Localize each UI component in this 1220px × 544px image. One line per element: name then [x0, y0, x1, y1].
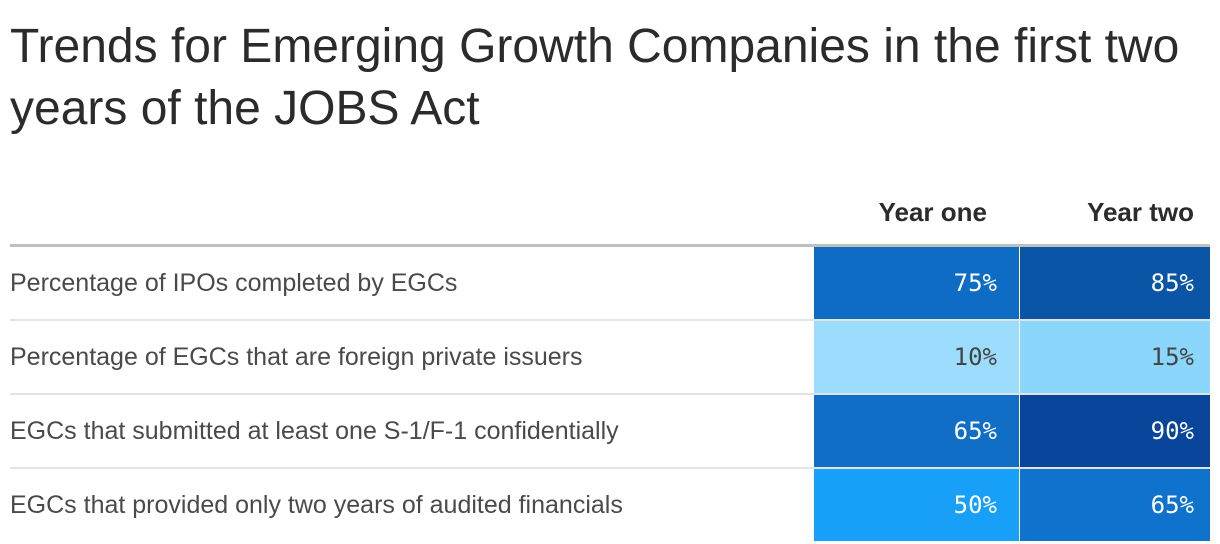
table-row: EGCs that provided only two years of aud…: [10, 469, 1210, 541]
cell-year-one: 50%: [814, 469, 1019, 541]
table-header: Year one Year two: [10, 188, 1210, 244]
row-label: Percentage of IPOs completed by EGCs: [10, 269, 458, 297]
table-row: Percentage of IPOs completed by EGCs 75%…: [10, 247, 1210, 321]
column-header-year-one: Year one: [878, 197, 987, 227]
cell-year-one: 65%: [814, 395, 1019, 467]
cell-year-two: 85%: [1020, 247, 1210, 319]
cell-year-two: 15%: [1020, 321, 1210, 393]
header-divider: [10, 244, 1210, 247]
row-label: Percentage of EGCs that are foreign priv…: [10, 343, 583, 371]
cell-year-one: 75%: [814, 247, 1019, 319]
table-row: EGCs that submitted at least one S-1/F-1…: [10, 395, 1210, 469]
chart-title: Trends for Emerging Growth Companies in …: [10, 20, 1180, 135]
column-header-year-two: Year two: [1087, 197, 1194, 227]
cell-year-two: 65%: [1020, 469, 1210, 541]
row-label: EGCs that provided only two years of aud…: [10, 491, 623, 519]
cell-year-one: 10%: [814, 321, 1019, 393]
data-table: Year one Year two Percentage of IPOs com…: [10, 188, 1210, 541]
table-row: Percentage of EGCs that are foreign priv…: [10, 321, 1210, 395]
cell-year-two: 90%: [1020, 395, 1210, 467]
row-label: EGCs that submitted at least one S-1/F-1…: [10, 417, 619, 445]
